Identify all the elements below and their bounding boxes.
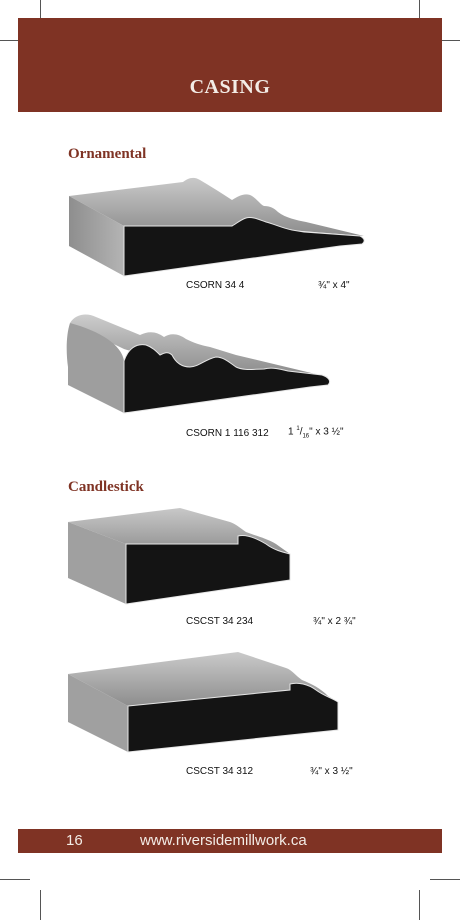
crop-mark bbox=[419, 0, 420, 30]
profile-cscst-34-312 bbox=[68, 652, 339, 753]
product-code: CSORN 34 4 bbox=[186, 280, 245, 291]
product-code: CSCST 34 234 bbox=[186, 616, 254, 627]
page-footer-band: 16 www.riversidemillwork.ca bbox=[18, 829, 442, 853]
crop-mark bbox=[419, 890, 420, 920]
dimension-whole: 1 bbox=[288, 426, 294, 438]
product-code: CSCST 34 312 bbox=[186, 766, 254, 777]
dimension-rest: " x 3 ½" bbox=[309, 426, 344, 438]
product-dimension: ¾" x 2 ¾" bbox=[313, 616, 356, 627]
section-title-candlestick: Candlestick bbox=[68, 479, 144, 495]
crop-mark bbox=[0, 879, 30, 880]
website-url[interactable]: www.riversidemillwork.ca bbox=[140, 832, 307, 849]
dimension-numerator: 1 bbox=[296, 426, 300, 432]
profile-csorn-1-116-312 bbox=[66, 314, 331, 414]
profile-cscst-34-234 bbox=[68, 508, 291, 605]
page-title: CASING bbox=[189, 76, 271, 98]
page-header-band bbox=[18, 18, 442, 112]
crop-mark bbox=[430, 879, 460, 880]
crop-mark bbox=[430, 40, 460, 41]
product-dimension: ¾" x 4" bbox=[318, 280, 350, 291]
page-number: 16 bbox=[66, 832, 83, 849]
crop-mark bbox=[40, 0, 41, 30]
product-dimension: 1 1/16" x 3 ½" bbox=[288, 426, 344, 440]
crop-mark bbox=[40, 890, 41, 920]
section-title-ornamental: Ornamental bbox=[68, 146, 147, 162]
product-dimension: ¾" x 3 ½" bbox=[310, 766, 353, 777]
dimension-denominator: 16 bbox=[302, 433, 310, 440]
crop-mark bbox=[0, 40, 30, 41]
product-code: CSORN 1 116 312 bbox=[186, 428, 269, 439]
profile-csorn-34-4 bbox=[69, 177, 365, 277]
